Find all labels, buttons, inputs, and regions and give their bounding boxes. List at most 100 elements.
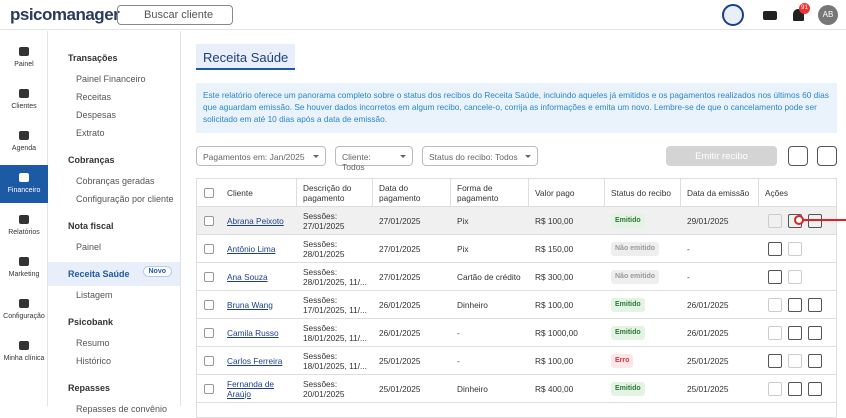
row-checkbox[interactable]	[204, 300, 214, 310]
action-button[interactable]	[808, 354, 822, 368]
nav-item[interactable]: Configuração	[0, 291, 48, 329]
description-line: Sessões:	[303, 238, 338, 249]
menu-item[interactable]: Painel	[76, 242, 102, 252]
row-checkbox[interactable]	[204, 244, 214, 254]
row-checkbox[interactable]	[204, 384, 214, 394]
filter-dropdown[interactable]: Status do recibo: Todos	[422, 146, 538, 166]
action-button[interactable]	[768, 382, 782, 396]
cell: 27/01/2025	[379, 263, 449, 290]
cell-text: 25/01/2025	[379, 383, 421, 394]
menu-item[interactable]: Painel Financeiro	[76, 74, 146, 84]
action-button[interactable]	[788, 354, 802, 368]
cell: Emitido	[611, 375, 679, 402]
row-checkbox[interactable]	[204, 272, 214, 282]
client-link[interactable]: Antônio Lima	[227, 243, 276, 254]
section-title[interactable]: Cobranças	[68, 155, 115, 165]
action-button[interactable]	[768, 214, 782, 228]
client-link[interactable]: Carlos Ferreira	[227, 355, 283, 366]
action-button[interactable]	[808, 214, 822, 228]
bell-icon[interactable]	[793, 9, 804, 21]
menu-item[interactable]: Extrato	[76, 128, 105, 138]
description-line: 18/01/2025, 11/...	[303, 332, 367, 343]
menu-item[interactable]: Histórico	[76, 356, 112, 366]
menu-item[interactable]: Resumo	[76, 338, 110, 348]
description-line: Sessões:	[303, 350, 338, 361]
nav-label: Financeiro	[7, 187, 41, 194]
cell: Emitido	[611, 291, 679, 318]
menu-item[interactable]: Despesas	[76, 110, 117, 120]
support-icon[interactable]	[722, 4, 744, 26]
action-button[interactable]	[768, 270, 782, 284]
active-section: Novo	[48, 262, 180, 286]
section-title[interactable]: Transações	[68, 53, 118, 63]
client-link[interactable]: Bruna Wang	[227, 299, 273, 310]
menu-item[interactable]: Cobranças geradas	[76, 176, 155, 186]
table-row: Bruna Wang Sessões: 17/01/2025, 11/... 26/0…	[197, 291, 836, 319]
search-box[interactable]: Buscar cliente	[117, 5, 233, 25]
logo[interactable]: psicomanager	[10, 5, 120, 24]
nav-item[interactable]: Relatórios	[0, 207, 48, 245]
cell-text: R$ 1000,00	[535, 327, 578, 338]
description-line: 17/01/2025, 11/...	[303, 304, 367, 315]
cell-text: Pix	[457, 215, 469, 226]
status-pill: Emitido	[611, 325, 645, 340]
table-row: Carlos Ferreira Sessões: 18/01/2025, 11/..…	[197, 347, 836, 375]
section-title[interactable]: Repasses	[68, 383, 111, 393]
row-checkbox[interactable]	[204, 356, 214, 366]
top-bar: psicomanager Buscar cliente 91 AB	[0, 0, 846, 30]
row-checkbox[interactable]	[204, 216, 214, 226]
action-button[interactable]	[788, 270, 802, 284]
nav-item[interactable]: Marketing	[0, 249, 48, 287]
row-checkbox[interactable]	[204, 328, 214, 338]
client-link[interactable]: Camila Russo	[227, 327, 279, 338]
video-icon[interactable]	[763, 11, 777, 20]
client-link[interactable]: Fernanda de Araújo	[227, 378, 275, 399]
nav-item[interactable]: Financeiro	[0, 165, 48, 203]
action-button[interactable]	[768, 354, 782, 368]
nav-item[interactable]: Minha clínica	[0, 333, 48, 371]
filter-dropdown[interactable]: Pagamentos em: Jan/2025	[196, 146, 326, 166]
header-cell: Data do pagamento	[373, 179, 451, 206]
emit-button[interactable]: Emitir recibo	[666, 146, 777, 166]
action-button[interactable]	[788, 382, 802, 396]
client-link[interactable]: Abrana Peixoto	[227, 215, 284, 226]
action-button[interactable]	[788, 298, 802, 312]
description-line: 28/01/2025	[303, 248, 345, 259]
cell: Carlos Ferreira	[227, 347, 295, 374]
avatar[interactable]: AB	[818, 5, 838, 25]
info-button[interactable]	[817, 146, 837, 166]
cell-text: 27/01/2025	[379, 215, 421, 226]
filter-dropdown[interactable]: Cliente: Todos	[335, 146, 413, 172]
section-title[interactable]: Nota fiscal	[68, 221, 114, 231]
nav-item[interactable]: Clientes	[0, 81, 48, 119]
action-button[interactable]	[808, 382, 822, 396]
action-button[interactable]	[788, 242, 802, 256]
header-cell: Status do recibo	[605, 179, 681, 206]
menu-item[interactable]: Configuração por cliente	[76, 194, 174, 204]
nav-item[interactable]: Painel	[0, 39, 48, 77]
action-button[interactable]	[768, 326, 782, 340]
refresh-button[interactable]	[788, 146, 808, 166]
action-button[interactable]	[808, 326, 822, 340]
menu-item[interactable]: Receitas	[76, 92, 112, 102]
description-line: 27/01/2025	[303, 220, 345, 231]
cell-text: 27/01/2025	[379, 243, 421, 254]
client-link[interactable]: Ana Souza	[227, 271, 268, 282]
select-all-checkbox[interactable]	[204, 188, 214, 198]
action-button[interactable]	[768, 298, 782, 312]
action-button[interactable]	[808, 298, 822, 312]
nav-item[interactable]: Agenda	[0, 123, 48, 161]
cell-text: 25/01/2025	[687, 355, 729, 366]
table-row: Abrana Peixoto Sessões: 27/01/2025 27/01/20…	[197, 207, 836, 235]
description-line: Sessões:	[303, 266, 338, 277]
action-button[interactable]	[768, 242, 782, 256]
cell-text: Pix	[457, 243, 469, 254]
status-pill: Não emitido	[611, 241, 660, 256]
notification-badge: 91	[799, 3, 810, 14]
action-button[interactable]	[788, 326, 802, 340]
section-title[interactable]: Receita Saúde	[68, 269, 130, 279]
cell-text: Dinheiro	[457, 299, 488, 310]
cell: Pix	[457, 207, 527, 234]
section-title[interactable]: Psicobank	[68, 317, 114, 327]
menu-item[interactable]: Listagem	[76, 290, 113, 300]
